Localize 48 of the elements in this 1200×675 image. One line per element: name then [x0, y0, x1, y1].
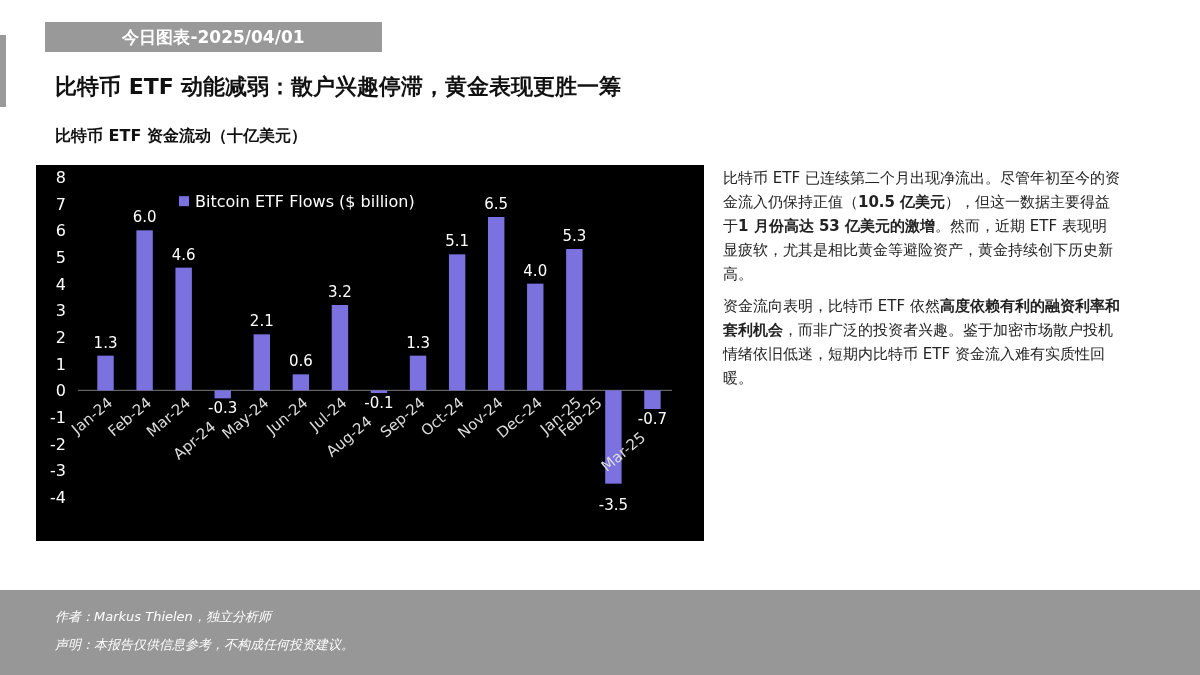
- y-tick-label: 0: [55, 381, 66, 401]
- bar: [566, 249, 583, 391]
- y-tick-label: 7: [55, 194, 66, 214]
- bar: [370, 390, 388, 393]
- bar: [527, 283, 544, 391]
- data-label: 1.3: [406, 333, 430, 352]
- text: 资金流向表明，比特币 ETF 依然高度依赖有利的融资利率和套利机会，而非广泛的投资者兴趣。鉴于加密市场散户投机情绪依旧低迷，短期内比特币 ETF 资金流入难有实质性回暖。: [723, 297, 1120, 387]
- y-tick-label: 5: [55, 248, 66, 267]
- bar: [331, 305, 349, 391]
- chart-title: 比特币 ETF 动能减弱：散户兴趣停滞，黄金表现更胜一筹: [55, 73, 622, 101]
- y-tick-label: -2: [50, 434, 66, 454]
- data-label: 4.6: [171, 245, 196, 264]
- y-tick-label: 1: [55, 354, 66, 374]
- bar: [409, 355, 427, 391]
- text: 声明：本报告仅供信息参考，不构成任何投资建议。: [55, 636, 354, 654]
- data-label: 0.6: [288, 352, 313, 371]
- bar: [175, 267, 192, 391]
- text: 比特币 ETF 已连续第二个月出现净流出。尽管年初至今的资金流入仍保持正值（10.5 亿美元），但这一数据主要得益于1 月份高达 53 亿美元的激增。然而，近期 ETF 表现明显疲软，尤其是相比黄金等避险资产，黄金持续创下历史新高。: [723, 169, 1120, 283]
- y-tick-label: -3: [50, 461, 66, 481]
- data-label: 3.2: [328, 283, 352, 301]
- data-label: 5.3: [562, 227, 587, 245]
- data-label: 1.3: [93, 333, 118, 352]
- y-tick-label: -1: [50, 408, 66, 427]
- bar: [448, 254, 466, 391]
- legend-label: Bitcoin ETF Flows ($ billion): [195, 191, 415, 211]
- text: 今日图表-2025/04/01: [45, 22, 382, 52]
- y-tick-label: 3: [55, 301, 66, 321]
- data-label: 2.1: [249, 312, 274, 331]
- bar: [136, 230, 153, 391]
- text: 作者：Markus Thielen，独立分析师: [55, 608, 271, 626]
- bar: [292, 374, 310, 391]
- data-label: 6.5: [484, 195, 509, 213]
- data-label: 5.1: [445, 232, 470, 251]
- bar: [97, 355, 114, 391]
- data-label: -3.5: [598, 495, 629, 514]
- data-label: 4.0: [523, 261, 548, 280]
- bar: [253, 334, 270, 391]
- bar: [488, 217, 505, 391]
- y-tick-label: 8: [55, 168, 66, 187]
- bar: [644, 390, 661, 409]
- y-tick-label: 6: [55, 221, 66, 241]
- bar: [214, 390, 231, 399]
- data-label: 6.0: [132, 208, 157, 227]
- y-tick-label: 2: [55, 328, 66, 347]
- y-tick-label: -4: [50, 488, 66, 507]
- data-label: -0.7: [637, 410, 668, 428]
- chart-subtitle: 比特币 ETF 资金流动（十亿美元）: [55, 126, 307, 147]
- y-tick-label: 4: [55, 274, 66, 294]
